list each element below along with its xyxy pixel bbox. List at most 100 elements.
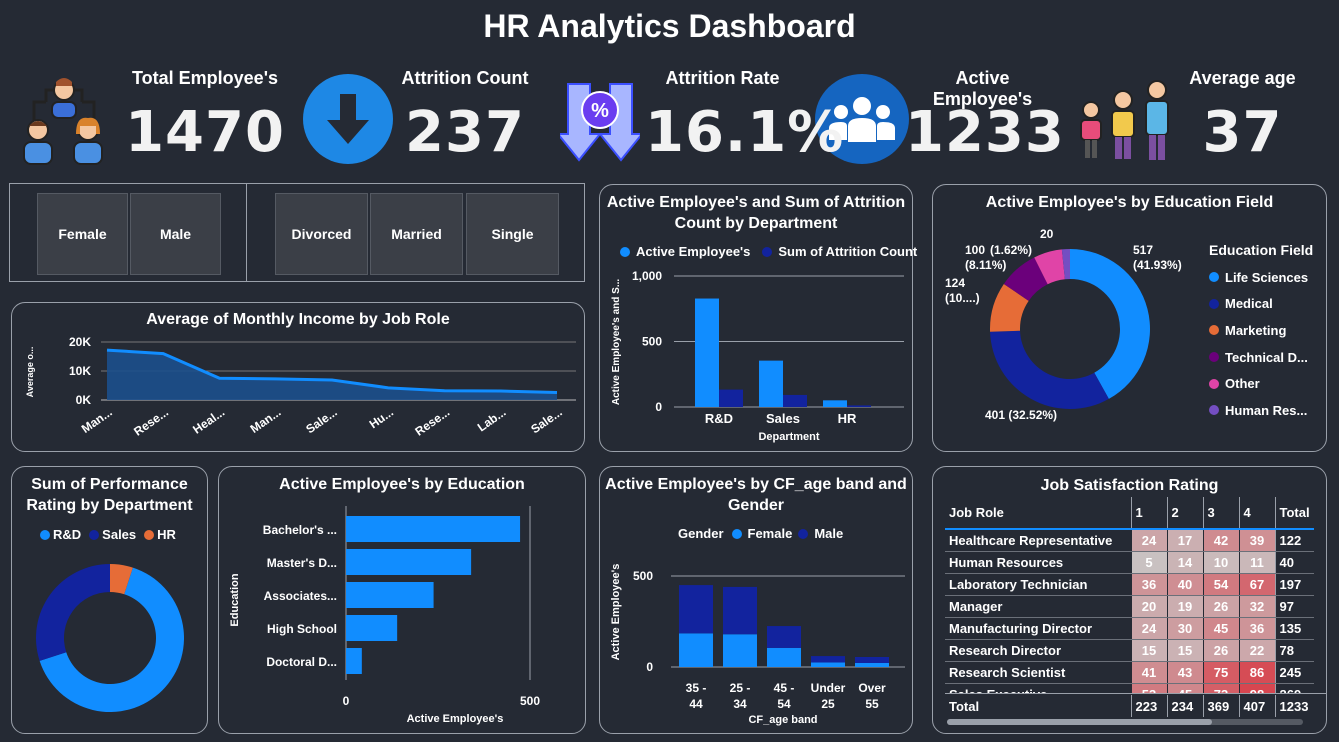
- job-sat-role-cell: Sales Executive: [945, 683, 1131, 693]
- job-sat-total-cell: 1233: [1274, 695, 1313, 717]
- job-sat-scrollbar-thumb[interactable]: [947, 719, 1212, 725]
- age-bar: [767, 647, 801, 667]
- dept-ytick: 0: [655, 400, 662, 414]
- perf-chart: [35, 564, 184, 712]
- job-sat-value-cell: 40: [1274, 551, 1314, 574]
- job-sat-scrollbar[interactable]: [947, 719, 1303, 725]
- job-sat-header-cell[interactable]: 1: [1130, 497, 1167, 530]
- age-xtick: 45 -: [774, 681, 795, 695]
- job-sat-value-cell: 36: [1130, 573, 1167, 596]
- age-bar: [811, 662, 845, 667]
- job-sat-role-cell: Manager: [945, 595, 1131, 618]
- edu-field-data-label: (41.93%): [1133, 258, 1182, 272]
- job-sat-header-cell[interactable]: Total: [1274, 497, 1314, 530]
- edu-ytick: Master's D...: [267, 556, 337, 570]
- kpi-active-employees-label: Active Employee's: [932, 68, 1033, 109]
- job-sat-header-cell[interactable]: Job Role: [945, 497, 1131, 530]
- job-sat-value-cell: 10: [1202, 551, 1239, 574]
- job-sat-role-cell: Research Director: [945, 639, 1131, 662]
- edu-field-slice: [1003, 257, 1048, 301]
- income-xtick: Sale...: [528, 405, 564, 436]
- job-sat-value-cell: 98: [1238, 683, 1275, 693]
- legend-label: Medical: [1225, 296, 1273, 312]
- age-xlabel: CF_age band: [748, 714, 817, 726]
- income-by-role-title: Average of Monthly Income by Job Role: [146, 311, 450, 328]
- edu-field-legend-item: Marketing: [1209, 317, 1308, 344]
- edu-field-data-label: 517: [1133, 243, 1153, 257]
- age-xtick: 25: [821, 697, 835, 711]
- table-row: Laboratory Technician 36 40 54 67 197: [945, 573, 1314, 596]
- legend-label: Other: [1225, 376, 1260, 392]
- job-sat-header-cell[interactable]: 3: [1202, 497, 1239, 530]
- legend-dot-attrition: [762, 246, 773, 257]
- job-sat-value-cell: 269: [1274, 683, 1314, 693]
- dept-bar: [695, 298, 719, 407]
- slicer-gender-male[interactable]: Male: [130, 193, 221, 275]
- edu-xlabel: Active Employee's: [407, 713, 504, 725]
- income-xtick: Man...: [248, 405, 284, 436]
- dept-xtick: R&D: [705, 411, 733, 426]
- job-sat-header-cell[interactable]: 4: [1238, 497, 1275, 530]
- income-xtick: Rese...: [131, 405, 171, 439]
- income-ylabel: Average o...: [25, 347, 35, 398]
- job-sat-value-cell: 24: [1130, 617, 1167, 640]
- kpi-attrition-count-label: Attrition Count: [401, 68, 529, 88]
- dept-bar: [759, 360, 783, 407]
- job-sat-value-cell: 26: [1202, 639, 1239, 662]
- slicer-marital-single[interactable]: Single: [466, 193, 559, 275]
- edu-bar: [346, 516, 521, 542]
- job-sat-total-cell: 223: [1130, 695, 1167, 717]
- age-ytick: 0: [646, 660, 653, 674]
- edu-ytick: Doctoral D...: [266, 655, 337, 669]
- kpi-total-employees-value: 1470: [125, 100, 285, 165]
- slicer-marital-divorced[interactable]: Divorced: [275, 193, 368, 275]
- job-sat-value-cell: 24: [1130, 529, 1167, 552]
- legend-dot: [1209, 405, 1219, 416]
- job-sat-table-wrap[interactable]: Job Role 1 2 3 4 Total Healthcare Representati…: [945, 497, 1326, 693]
- job-sat-value-cell: 5: [1130, 551, 1167, 574]
- age-xtick: 55: [865, 697, 879, 711]
- dept-xtick: Sales: [766, 411, 800, 426]
- edu-field-slice: [1034, 249, 1065, 285]
- edu-field-data-label: 100: [965, 243, 985, 257]
- edu-ylabel: Education: [229, 573, 241, 626]
- job-sat-value-cell: 67: [1238, 573, 1275, 596]
- legend-dot: [144, 529, 155, 540]
- legend-male: Male: [814, 526, 844, 541]
- edu-field-data-label: 124: [945, 276, 965, 290]
- job-sat-header-cell[interactable]: 2: [1166, 497, 1203, 530]
- kpi-average-age-value: 37: [1202, 100, 1283, 165]
- legend-attrition: Sum of Attrition Count: [778, 244, 918, 259]
- income-ytick: 10K: [69, 364, 91, 378]
- legend-dot: [1209, 272, 1219, 283]
- income-xtick: Man...: [79, 405, 115, 436]
- job-sat-role-cell: Human Resources: [945, 551, 1131, 574]
- income-ytick: 0K: [76, 393, 92, 407]
- slicer-gender-female[interactable]: Female: [37, 193, 128, 275]
- job-sat-value-cell: 135: [1274, 617, 1314, 640]
- legend-label: R&D: [53, 527, 82, 542]
- table-row: Manufacturing Director 24 30 45 36 135: [945, 617, 1314, 640]
- slicer-marital-married[interactable]: Married: [370, 193, 463, 275]
- job-sat-value-cell: 39: [1238, 529, 1275, 552]
- percent-down-icon: %: [560, 83, 640, 162]
- legend-dot-male: [798, 528, 809, 539]
- perf-legend-item: HR: [144, 527, 176, 542]
- education-title: Active Employee's by Education: [279, 476, 525, 493]
- job-sat-value-cell: 11: [1238, 551, 1275, 574]
- slicer-divider: [246, 183, 247, 282]
- job-sat-title: Job Satisfaction Rating: [1040, 477, 1219, 494]
- job-sat-value-cell: 43: [1166, 661, 1203, 684]
- dept-bar: [783, 394, 807, 407]
- job-sat-value-cell: 32: [1238, 595, 1275, 618]
- job-sat-value-cell: 245: [1274, 661, 1314, 684]
- edu-field-label-extra: (1.62%): [990, 243, 1032, 257]
- age-ylabel: Active Employee's: [610, 564, 622, 661]
- legend-label: Sales: [102, 527, 137, 542]
- edu-ytick: Associates...: [264, 589, 337, 603]
- edu-bar: [346, 549, 472, 575]
- kpi-average-age-label: Average age: [1189, 68, 1296, 88]
- legend-dot: [89, 529, 100, 540]
- kpi-attrition-rate-value: 16.1%: [645, 100, 845, 165]
- legend-label: Life Sciences: [1225, 269, 1309, 285]
